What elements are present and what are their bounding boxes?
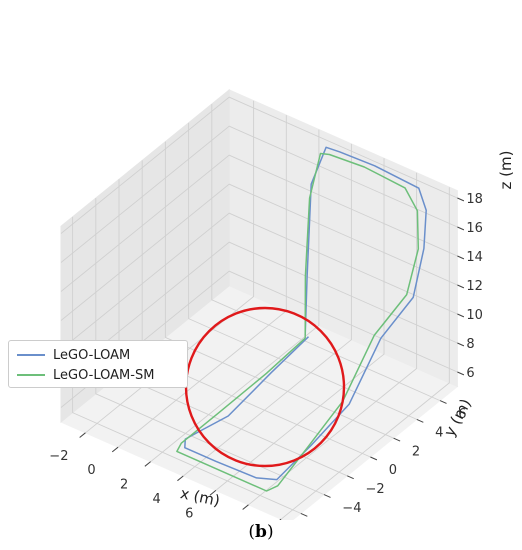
series-lines bbox=[176, 146, 427, 492]
y-tick-mark bbox=[393, 437, 401, 442]
x-tick-mark bbox=[242, 504, 249, 510]
z-tick-label: 12 bbox=[466, 279, 483, 294]
panel-label: (b) bbox=[0, 522, 522, 542]
legend-label-lego-loam: LeGO-LOAM bbox=[53, 347, 131, 363]
z-tick-label: 18 bbox=[466, 192, 483, 207]
z-tick-mark bbox=[457, 342, 465, 347]
y-tick-label: −4 bbox=[342, 501, 361, 516]
legend-item-lego-loam-sm: LeGO-LOAM-SM bbox=[17, 365, 179, 385]
z-tick-mark bbox=[457, 255, 465, 260]
x-tick-label: 4 bbox=[153, 492, 161, 507]
z-tick-label: 8 bbox=[466, 337, 474, 352]
z-tick-label: 14 bbox=[466, 250, 483, 265]
x-tick-label: 6 bbox=[185, 506, 193, 520]
y-tick-mark bbox=[439, 400, 447, 404]
panel-label-open: ( bbox=[248, 522, 256, 542]
grid-line-z bbox=[60, 183, 458, 321]
legend: LeGO-LOAM LeGO-LOAM-SM bbox=[8, 340, 188, 388]
z-tick-mark bbox=[457, 197, 465, 202]
grid-line-z bbox=[60, 125, 458, 263]
x-tick-label: −2 bbox=[49, 449, 68, 464]
y-tick-label: 2 bbox=[412, 444, 420, 459]
series-line-lego-loam-sm bbox=[176, 152, 420, 492]
y-tick-label: −2 bbox=[366, 482, 385, 497]
y-tick-mark bbox=[346, 475, 354, 480]
z-tick-label: 10 bbox=[466, 308, 483, 323]
legend-label-lego-loam-sm: LeGO-LOAM-SM bbox=[53, 367, 155, 383]
z-tick-label: 16 bbox=[466, 221, 483, 236]
y-tick-mark bbox=[323, 494, 331, 498]
x-tick-label: 2 bbox=[120, 478, 128, 493]
z-tick-label: 6 bbox=[466, 366, 474, 381]
z-tick-mark bbox=[457, 226, 465, 231]
legend-swatch-lego-loam-sm bbox=[17, 374, 45, 376]
grid-line-z bbox=[60, 241, 458, 379]
panel-label-close: ) bbox=[266, 522, 274, 542]
x-tick-label: 0 bbox=[87, 463, 95, 478]
y-tick-mark bbox=[300, 512, 308, 517]
z-tick-mark bbox=[457, 371, 465, 376]
y-axis-label: y (m) bbox=[440, 396, 475, 440]
x-tick-mark bbox=[144, 461, 151, 467]
legend-swatch-lego-loam bbox=[17, 354, 45, 356]
tick-marks bbox=[79, 197, 465, 520]
grid-lines bbox=[60, 96, 458, 520]
z-tick-mark bbox=[457, 313, 465, 318]
x-tick-mark bbox=[279, 518, 282, 520]
legend-item-lego-loam: LeGO-LOAM bbox=[17, 345, 179, 365]
x-tick-mark bbox=[177, 475, 184, 482]
panel-label-letter: b bbox=[255, 522, 267, 542]
y-tick-label: 4 bbox=[435, 426, 443, 441]
y-tick-mark bbox=[370, 456, 378, 461]
y-tick-label: 6 bbox=[458, 407, 466, 422]
y-tick-label: 0 bbox=[389, 463, 397, 478]
z-tick-mark bbox=[457, 284, 465, 289]
grid-line-z bbox=[60, 212, 458, 350]
left-pane bbox=[60, 88, 230, 424]
x-tick-mark bbox=[79, 432, 86, 438]
x-tick-mark bbox=[209, 490, 217, 496]
grid-line-z bbox=[60, 154, 458, 292]
z-axis-label: z (m) bbox=[497, 151, 515, 190]
x-tick-mark bbox=[111, 446, 119, 453]
y-tick-mark bbox=[416, 418, 424, 423]
grid-line-z bbox=[60, 96, 458, 234]
